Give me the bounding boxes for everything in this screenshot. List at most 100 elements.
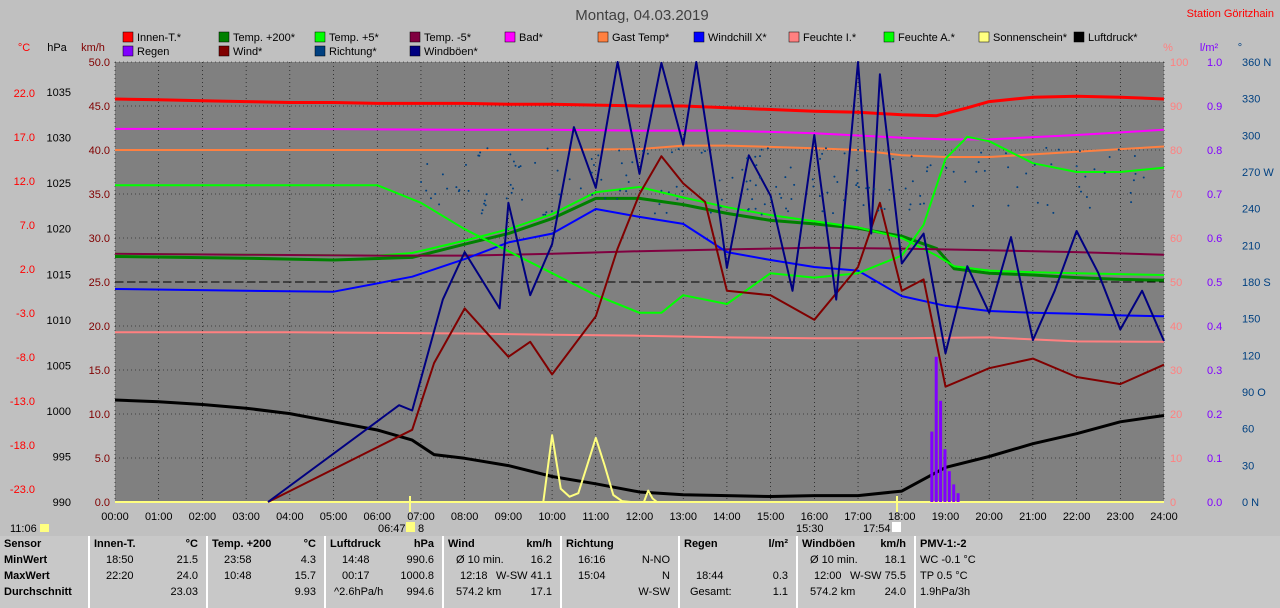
direction-point (546, 147, 549, 150)
direction-point (590, 157, 593, 160)
table-cell: 15.7 (294, 570, 316, 582)
sun-icon (40, 524, 49, 532)
table-cell: 22:20 (106, 570, 134, 582)
table-head-label: Windböen (802, 538, 856, 550)
rain-bar (956, 493, 960, 502)
table-row: Ø 10 min. 16.2 (448, 552, 556, 568)
direction-point (542, 213, 545, 216)
legend-swatch (314, 45, 326, 57)
x-tick-label: 13:00 (669, 511, 697, 523)
table-cell: WC -0.1 °C (920, 554, 976, 566)
legend-label: Feuchte A.* (898, 32, 956, 44)
direction-point (590, 171, 593, 174)
table-head: Regen l/m² (684, 536, 792, 552)
table-col-regen: Regen l/m² 18:44 0.3 Gesamt: 1.1 (678, 536, 796, 608)
table-head-unit: km/h (526, 538, 552, 550)
legend-swatch (314, 31, 326, 43)
axis-unit-label: °C (18, 42, 30, 54)
direction-point (1078, 185, 1081, 188)
table-head-label: Regen (684, 538, 718, 550)
legend-label: Temp. +5* (329, 32, 380, 44)
x-tick-label: 00:00 (101, 511, 129, 523)
direction-point (754, 155, 757, 158)
direction-point (675, 185, 678, 188)
direction-point (843, 199, 846, 202)
table-row: 00:17 1000.8 (330, 568, 438, 584)
legend-label: Feuchte I.* (803, 32, 857, 44)
direction-point (1078, 150, 1081, 153)
direction-point (826, 191, 829, 194)
pct-tick-label: 30 (1170, 365, 1182, 377)
direction-point (1033, 163, 1036, 166)
table-cell: N (662, 570, 670, 582)
direction-point (1142, 176, 1145, 179)
table-head-label: Richtung (566, 538, 614, 550)
series-line-windb-en (267, 61, 1165, 503)
direction-point (883, 207, 886, 210)
table-cell: 18:44 (696, 570, 724, 582)
direction-point (1025, 172, 1028, 175)
rain-tick-label: 0.7 (1207, 189, 1222, 201)
table-label-max: MaxWert (4, 570, 50, 582)
direction-point (467, 189, 470, 192)
axis-unit-label: km/h (81, 42, 105, 54)
x-tick-label: 09:00 (495, 511, 523, 523)
direction-point (597, 154, 600, 157)
legend-swatch (1073, 31, 1085, 43)
direction-point (1088, 206, 1091, 209)
dir-tick-label: 150 (1242, 314, 1260, 326)
sun-icon (406, 522, 415, 532)
table-head: Richtung (566, 536, 674, 552)
weather-chart: Montag, 04.03.2019 Station Göritzhain In… (9, 7, 1275, 535)
direction-point (544, 213, 547, 216)
table-col-wind: Wind km/h Ø 10 min. 16.2 12:18 W-SW 41.1 57… (442, 536, 560, 608)
rain-tick-label: 0.9 (1207, 101, 1222, 113)
x-tick-label: 21:00 (1019, 511, 1047, 523)
table-label-avg: Durchschnitt (4, 586, 72, 598)
direction-point (793, 183, 796, 186)
hpa-tick-label: 995 (53, 451, 71, 463)
direction-point (1130, 201, 1133, 204)
direction-point (741, 168, 744, 171)
dir-tick-label: 300 (1242, 130, 1260, 142)
direction-point (1050, 163, 1053, 166)
table-cell: 14:48 (342, 554, 370, 566)
pct-tick-label: 10 (1170, 453, 1182, 465)
dir-tick-label: 360 N (1242, 57, 1271, 69)
table-cell: 16:16 (578, 554, 606, 566)
table-col-sensor: Sensor MinWert MaxWert Durchschnitt (0, 536, 88, 608)
series-line-sonnenschein (542, 434, 658, 503)
direction-point (867, 186, 870, 189)
kmh-tick-label: 40.0 (89, 145, 110, 157)
legend-label: Temp. -5* (424, 32, 472, 44)
table-row: ^2.6hPa/h 994.6 (330, 584, 438, 600)
rain-bar (934, 356, 938, 502)
table-label-min: MinWert (4, 554, 48, 566)
direction-point (972, 204, 975, 207)
kmh-tick-label: 50.0 (89, 57, 110, 69)
table-cell: 23.03 (170, 586, 198, 598)
direction-point (658, 203, 661, 206)
direction-point (922, 202, 925, 205)
direction-point (929, 164, 932, 167)
table-col-innen: Innen-T. °C 18:50 21.5 22:20 24.0 23.03 (88, 536, 206, 608)
pct-tick-label: 50 (1170, 277, 1182, 289)
legend-label: Sonnenschein* (993, 32, 1068, 44)
direction-point (558, 193, 561, 196)
dir-tick-label: 60 (1242, 424, 1254, 436)
dir-tick-label: 330 (1242, 94, 1260, 106)
table-row: W-SW (566, 584, 674, 600)
table-row: 22:20 24.0 (94, 568, 202, 584)
station-name: Station Göritzhain (1187, 8, 1274, 20)
legend-label: Luftdruck* (1088, 32, 1138, 44)
direction-point (856, 182, 859, 185)
table-cell: Gesamt: (690, 586, 732, 598)
direction-point (784, 176, 787, 179)
x-tick-label: 12:00 (626, 511, 654, 523)
direction-point (1046, 203, 1049, 206)
table-cell: 18:50 (106, 554, 134, 566)
direction-point (512, 160, 515, 163)
direction-point (1103, 172, 1106, 175)
kmh-tick-label: 30.0 (89, 233, 110, 245)
legend-swatch (788, 31, 800, 43)
